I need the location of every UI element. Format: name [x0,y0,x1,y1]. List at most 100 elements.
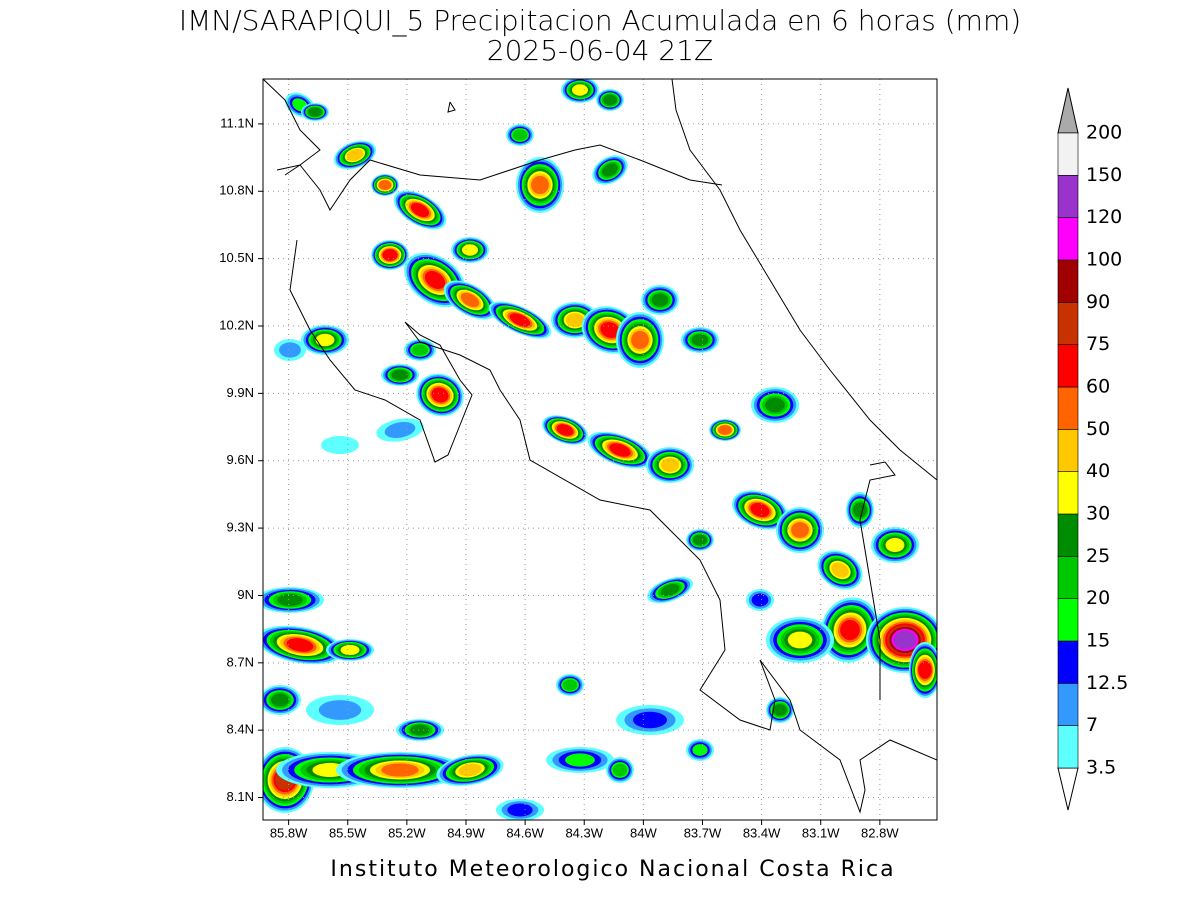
precip-cell [460,292,480,308]
precip-cell [318,700,362,720]
precip-cell [918,661,932,679]
y-tick-label: 9N [237,587,254,602]
precip-cell [410,202,430,218]
precip-cell [565,753,595,767]
precip-cell [651,293,669,307]
colorbar-segment [1057,640,1079,684]
colorbar-segment [1057,344,1079,388]
precip-cell [412,344,428,356]
precip-cell [382,249,398,261]
x-tick-label: 83.4W [743,825,781,840]
precip-cell [787,631,813,649]
precip-cell [840,619,860,641]
axis-ticks: 85.8W 85.5W 85.2W 84.9W 84.6W 84.3W 84W 83.7W 83… [219,115,899,840]
precip-cell [765,397,785,413]
colorbar-label: 7 [1086,714,1098,736]
precip-cell [602,163,618,177]
colorbar-label: 25 [1086,545,1110,567]
precip-cell [691,334,709,346]
y-tick-label: 9.6N [227,452,254,467]
colorbar-label: 200 [1086,122,1122,144]
colorbar-segment [1057,683,1079,726]
precip-cell [279,342,301,358]
colorbar-label: 90 [1086,291,1110,313]
colorbar-segment [1057,429,1079,472]
colorbar-label: 3.5 [1086,757,1116,779]
plot-frame [262,78,938,821]
x-tick-label: 84W [630,825,657,840]
colorbar-segment [1057,386,1079,430]
precip-cell [600,322,620,338]
colorbar-segment [1057,217,1079,261]
precip-cell [431,387,449,403]
precip-cell [315,333,335,347]
caribbean-coast [671,79,937,481]
y-tick-label: 8.7N [227,654,254,669]
precip-cell [507,803,533,817]
precip-cell [885,537,905,553]
coastlines [263,79,937,814]
precip-cell [271,693,289,707]
colorbar-over [1057,87,1079,134]
precip-cell [378,180,392,190]
y-tick-label: 9.3N [227,520,254,535]
precip-cell [609,443,631,457]
grid [263,79,937,820]
precip-cell [286,638,314,652]
precip-cell [562,679,578,691]
colorbar-segment [1057,513,1079,557]
x-tick-label: 84.6W [506,825,544,840]
precip-cell [277,594,303,606]
precip-cell [773,704,787,716]
precip-cell [631,330,649,350]
y-tick-label: 10.8N [219,183,254,198]
x-tick-label: 85.8W [270,825,308,840]
colorbar-under [1057,767,1079,811]
precip-cell [512,129,528,141]
precip-cell [893,630,917,650]
precip-cell [346,149,364,161]
colorbar-label: 100 [1086,249,1122,271]
precip-cell [381,763,419,777]
colorbar-segment [1057,175,1079,218]
precip-cell [424,271,446,289]
pacific-coast [289,239,937,814]
precip-cell [633,711,667,729]
colorbar-label: 12.5 [1086,672,1128,694]
precip-cell [461,244,479,256]
x-tick-label: 83.1W [802,825,840,840]
precip-cell [612,763,628,777]
y-tick-label: 8.1N [227,789,254,804]
colorbar-segment [1057,598,1079,642]
colorbar-segment [1057,259,1079,303]
precip-cell [340,644,360,656]
colorbar-label: 75 [1086,333,1110,355]
colorbar-label: 15 [1086,630,1110,652]
colorbar-label: 50 [1086,418,1110,440]
precip-cell [321,436,359,454]
precip-cell [565,313,585,327]
precip-cell [693,534,707,546]
precip-field [263,79,937,820]
x-tick-label: 85.2W [388,825,426,840]
nicaragua-border [276,144,723,211]
precip-cell [308,107,322,117]
island [447,101,456,113]
precip-cell [853,502,867,518]
precip-cell [692,744,708,756]
x-tick-label: 85.5W [329,825,367,840]
precip-cell [571,84,589,96]
credit: Instituto Meteorologico Nacional Costa R… [330,857,895,882]
colorbar-segment [1057,556,1079,599]
y-tick-label: 10.2N [219,317,254,332]
colorbar-label: 20 [1086,587,1110,609]
precip-cell [791,522,809,538]
precip-cell [509,313,531,327]
colorbar-label: 60 [1086,376,1110,398]
x-tick-label: 82.8W [861,825,899,840]
precip-cell [410,724,430,736]
precip-cell [556,424,574,436]
y-tick-label: 9.9N [227,385,254,400]
